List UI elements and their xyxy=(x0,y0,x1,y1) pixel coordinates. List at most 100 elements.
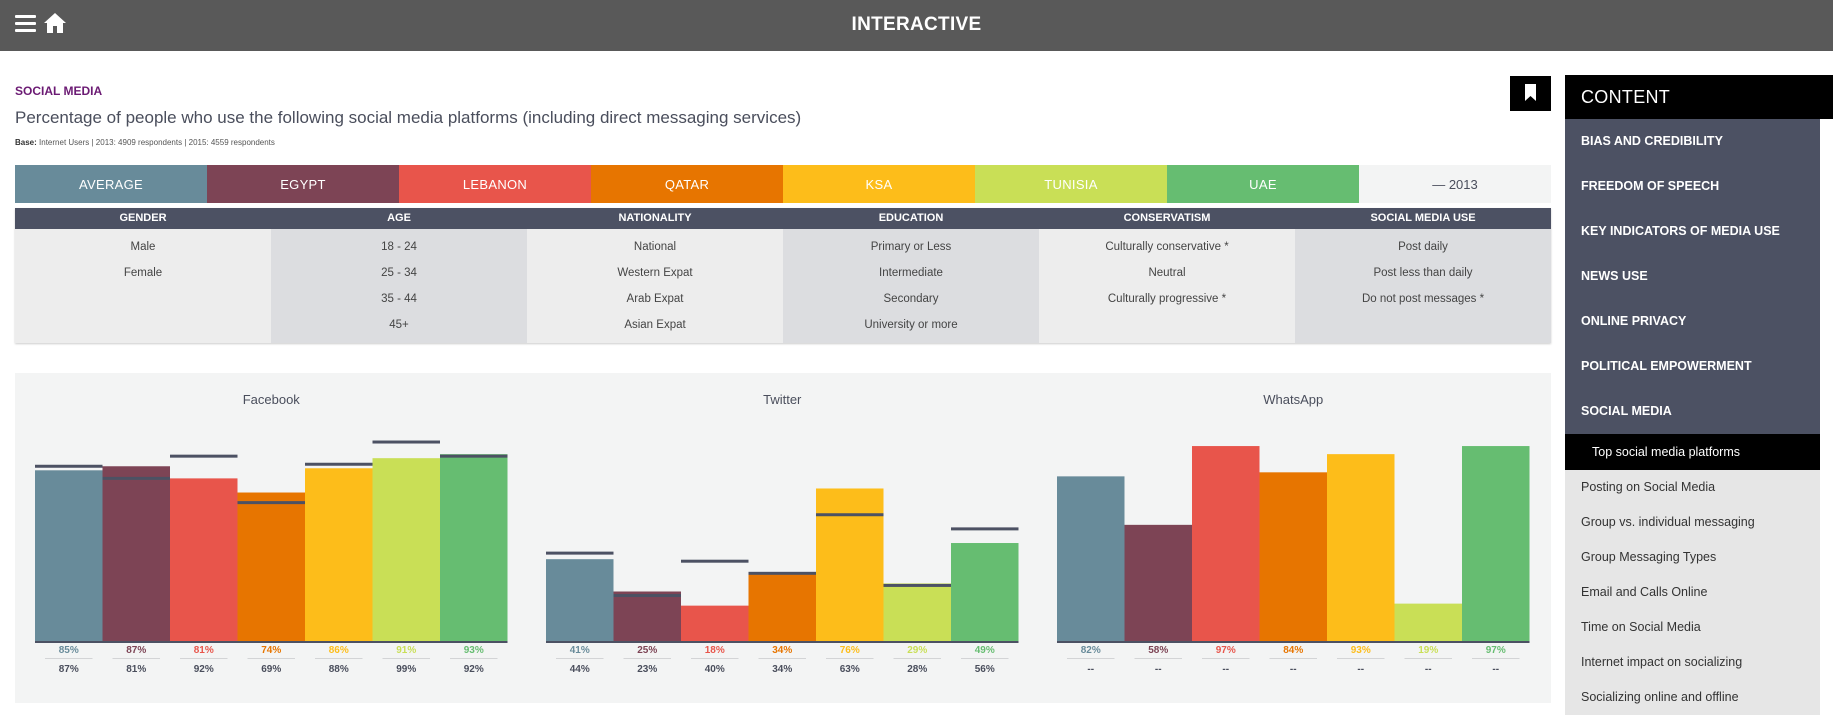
sidebar-item[interactable]: Posting on Social Media xyxy=(1581,480,1716,494)
filter-option[interactable]: 45+ xyxy=(389,319,409,331)
value-label-2015: 81% xyxy=(194,645,214,656)
bar-2015 xyxy=(681,605,749,642)
bar-2015 xyxy=(237,492,305,642)
filter-education: EDUCATION Primary or Less Intermediate S… xyxy=(783,208,1039,343)
filter-social-media-use: SOCIAL MEDIA USE Post daily Post less th… xyxy=(1295,208,1551,343)
sidebar-item[interactable]: Group Messaging Types xyxy=(1581,550,1717,564)
filter-gender: GENDER Male Female xyxy=(15,208,271,343)
sidebar-category-bias[interactable]: BIAS AND CREDIBILITY xyxy=(1581,134,1723,148)
country-tab-qatar[interactable]: QATAR xyxy=(591,165,783,203)
filter-option[interactable]: 25 - 34 xyxy=(381,267,417,279)
sidebar-category-social-media[interactable]: SOCIAL MEDIA xyxy=(1581,404,1672,418)
sidebar-category-freedom[interactable]: FREEDOM OF SPEECH xyxy=(1581,179,1720,193)
home-icon[interactable] xyxy=(43,12,67,34)
base-note: Base: Internet Users | 2013: 4909 respon… xyxy=(15,138,275,147)
country-tab-average[interactable]: AVERAGE xyxy=(15,165,207,203)
value-label-2013: 56% xyxy=(975,664,995,675)
value-label-2015: 93% xyxy=(464,645,484,656)
sidebar-category-key-indicators[interactable]: KEY INDICATORS OF MEDIA USE xyxy=(1581,224,1780,238)
marker-2013 xyxy=(546,551,614,555)
value-label-2015: 86% xyxy=(329,645,349,656)
filter-option[interactable]: Male xyxy=(130,241,156,253)
filter-option[interactable]: Female xyxy=(123,267,163,279)
filter-option[interactable]: Culturally progressive * xyxy=(1107,293,1227,305)
marker-2013 xyxy=(170,454,238,458)
sidebar-item[interactable]: Internet impact on socializing xyxy=(1581,655,1743,669)
value-label-2015: 74% xyxy=(261,645,281,656)
bar-2015 xyxy=(951,543,1019,642)
chart-title: Twitter xyxy=(763,392,802,407)
value-label-2015: 93% xyxy=(1351,645,1371,656)
top-bar: INTERACTIVE xyxy=(0,0,1833,51)
sidebar-item[interactable]: Time on Social Media xyxy=(1581,620,1701,634)
sidebar-category-online-privacy[interactable]: ONLINE PRIVACY xyxy=(1581,314,1687,328)
value-label-2013: 63% xyxy=(840,664,860,675)
value-label-2013: -- xyxy=(1087,664,1094,675)
bar-2015 xyxy=(1124,524,1192,642)
filter-conservatism: CONSERVATISM Culturally conservative * N… xyxy=(1039,208,1295,343)
filter-option[interactable]: Neutral xyxy=(1148,267,1186,279)
filter-option[interactable]: Asian Expat xyxy=(624,319,686,331)
value-label-2015: 82% xyxy=(1081,645,1101,656)
value-label-2015: 84% xyxy=(1283,645,1303,656)
hamburger-menu-icon[interactable] xyxy=(15,15,36,33)
marker-2013 xyxy=(816,513,884,517)
filter-option[interactable]: University or more xyxy=(864,319,958,331)
label-divider xyxy=(247,658,295,659)
value-label-2013: -- xyxy=(1222,664,1229,675)
filter-header: AGE xyxy=(271,208,527,229)
value-label-2015: 49% xyxy=(975,645,995,656)
country-tab-tunisia[interactable]: TUNISIA xyxy=(975,165,1167,203)
filter-option[interactable]: Secondary xyxy=(883,293,939,305)
country-tab-ksa[interactable]: KSA xyxy=(783,165,975,203)
value-label-2015: 18% xyxy=(705,645,725,656)
marker-2013 xyxy=(883,583,951,587)
bar-2015 xyxy=(372,458,440,642)
bookmark-button[interactable] xyxy=(1510,76,1551,111)
country-tab-egypt[interactable]: EGYPT xyxy=(207,165,399,203)
bar-2015 xyxy=(440,454,508,642)
sidebar-item[interactable]: Email and Calls Online xyxy=(1581,585,1708,599)
label-divider xyxy=(556,658,604,659)
value-label-2013: 28% xyxy=(907,664,927,675)
filter-option[interactable]: National xyxy=(633,241,677,253)
country-tab-lebanon[interactable]: LEBANON xyxy=(399,165,591,203)
filter-option[interactable]: Do not post messages * xyxy=(1361,293,1485,305)
bar-2015 xyxy=(1462,446,1530,642)
sidebar-category-political[interactable]: POLITICAL EMPOWERMENT xyxy=(1581,359,1752,373)
legend-2013[interactable]: — 2013 xyxy=(1359,165,1551,203)
filter-option[interactable]: Arab Expat xyxy=(626,293,684,305)
label-divider xyxy=(826,658,874,659)
country-tab-uae[interactable]: UAE xyxy=(1167,165,1359,203)
filter-option[interactable]: 18 - 24 xyxy=(381,241,417,253)
bar-2015 xyxy=(546,559,614,642)
marker-2013 xyxy=(440,454,508,458)
label-divider xyxy=(1472,658,1520,659)
filter-option[interactable]: Western Expat xyxy=(617,267,693,279)
value-label-2015: 91% xyxy=(396,645,416,656)
sidebar-item-active[interactable]: Top social media platforms xyxy=(1565,434,1820,470)
value-label-2013: 34% xyxy=(772,664,792,675)
filter-option[interactable]: Primary or Less xyxy=(870,241,952,253)
marker-2013 xyxy=(748,571,816,575)
base-text: Internet Users | 2013: 4909 respondents … xyxy=(39,138,275,147)
filter-option[interactable]: 35 - 44 xyxy=(381,293,417,305)
value-label-2015: 19% xyxy=(1418,645,1438,656)
filter-option[interactable]: Post less than daily xyxy=(1373,267,1473,279)
sidebar-category-news-use[interactable]: NEWS USE xyxy=(1581,269,1648,283)
bar-2015 xyxy=(35,470,103,642)
label-divider xyxy=(1269,658,1317,659)
value-label-2015: 34% xyxy=(772,645,792,656)
value-label-2015: 87% xyxy=(126,645,146,656)
sidebar-item[interactable]: Socializing online and offline xyxy=(1581,690,1739,704)
sidebar-item[interactable]: Group vs. individual messaging xyxy=(1581,515,1755,529)
label-divider xyxy=(45,658,93,659)
value-label-2015: 41% xyxy=(570,645,590,656)
label-divider xyxy=(180,658,228,659)
marker-2013 xyxy=(951,527,1019,531)
filter-option[interactable]: Post daily xyxy=(1398,241,1448,253)
value-label-2013: 92% xyxy=(194,664,214,675)
country-selector: AVERAGE EGYPT LEBANON QATAR KSA TUNISIA … xyxy=(15,165,1551,203)
filter-option[interactable]: Intermediate xyxy=(879,267,943,279)
filter-option[interactable]: Culturally conservative * xyxy=(1105,241,1229,253)
